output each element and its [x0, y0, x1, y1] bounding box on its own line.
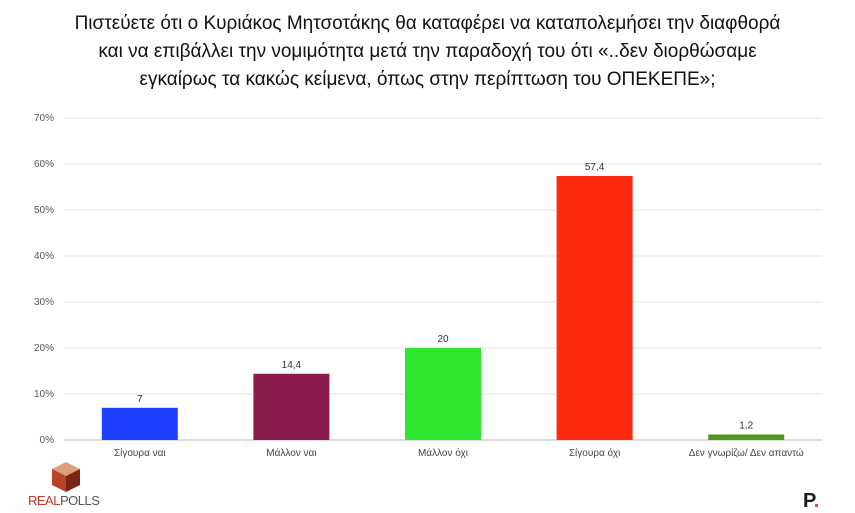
y-tick-label: 40% [34, 251, 54, 262]
bar-chart: 0% 10% 20% 30% 40% 50% 60% 70% 7 Σίγουρα ναι 14,4 Μ… [34, 113, 822, 459]
y-tick-label: 60% [34, 159, 54, 170]
x-tick-label: Μάλλον όχι [418, 447, 468, 459]
data-label: 14,4 [282, 360, 302, 371]
logo-text: REALPOLLS [28, 493, 100, 508]
chart-title: Πιστεύετε ότι ο Κυριάκος Μητσοτάκης θα κ… [0, 10, 855, 94]
y-tick-label: 0% [40, 435, 55, 446]
bar [253, 373, 330, 440]
data-label: 1,2 [739, 420, 753, 431]
title-line-2: και να επιβάλλει την νομιμότητα μετά την… [98, 41, 757, 62]
publisher-letter: P [803, 490, 814, 512]
x-tick-label: Σίγουρα όχι [569, 447, 620, 459]
realpolls-logo: REALPOLLS [28, 460, 108, 510]
x-tick-label: Δεν γνωρίζω/ Δεν απαντώ [689, 447, 804, 459]
title-line-1: Πιστεύετε ότι ο Κυριάκος Μητσοτάκης θα κ… [74, 13, 781, 34]
bar [708, 434, 785, 440]
cube-logo-icon [52, 462, 80, 492]
data-label: 7 [137, 394, 143, 405]
data-label: 57,4 [585, 162, 605, 173]
publisher-dot: . [813, 490, 820, 512]
data-label: 20 [437, 334, 449, 345]
y-tick-label: 30% [34, 297, 54, 308]
x-tick-label: Μάλλον ναι [266, 447, 316, 459]
x-tick-label: Σίγουρα ναι [114, 447, 166, 459]
logo-text-real: REAL [28, 493, 60, 508]
bar [405, 348, 481, 440]
bar [101, 407, 178, 440]
y-tick-label: 70% [34, 113, 54, 124]
publisher-mark: P. [803, 490, 819, 513]
y-tick-label: 10% [34, 389, 54, 400]
logo-text-polls: POLLS [59, 493, 100, 508]
title-line-3: εγκαίρως τα κακώς κείμενα, όπως στην περ… [139, 69, 716, 90]
y-tick-label: 50% [34, 205, 54, 216]
bar [556, 175, 633, 440]
y-tick-label: 20% [34, 343, 54, 354]
